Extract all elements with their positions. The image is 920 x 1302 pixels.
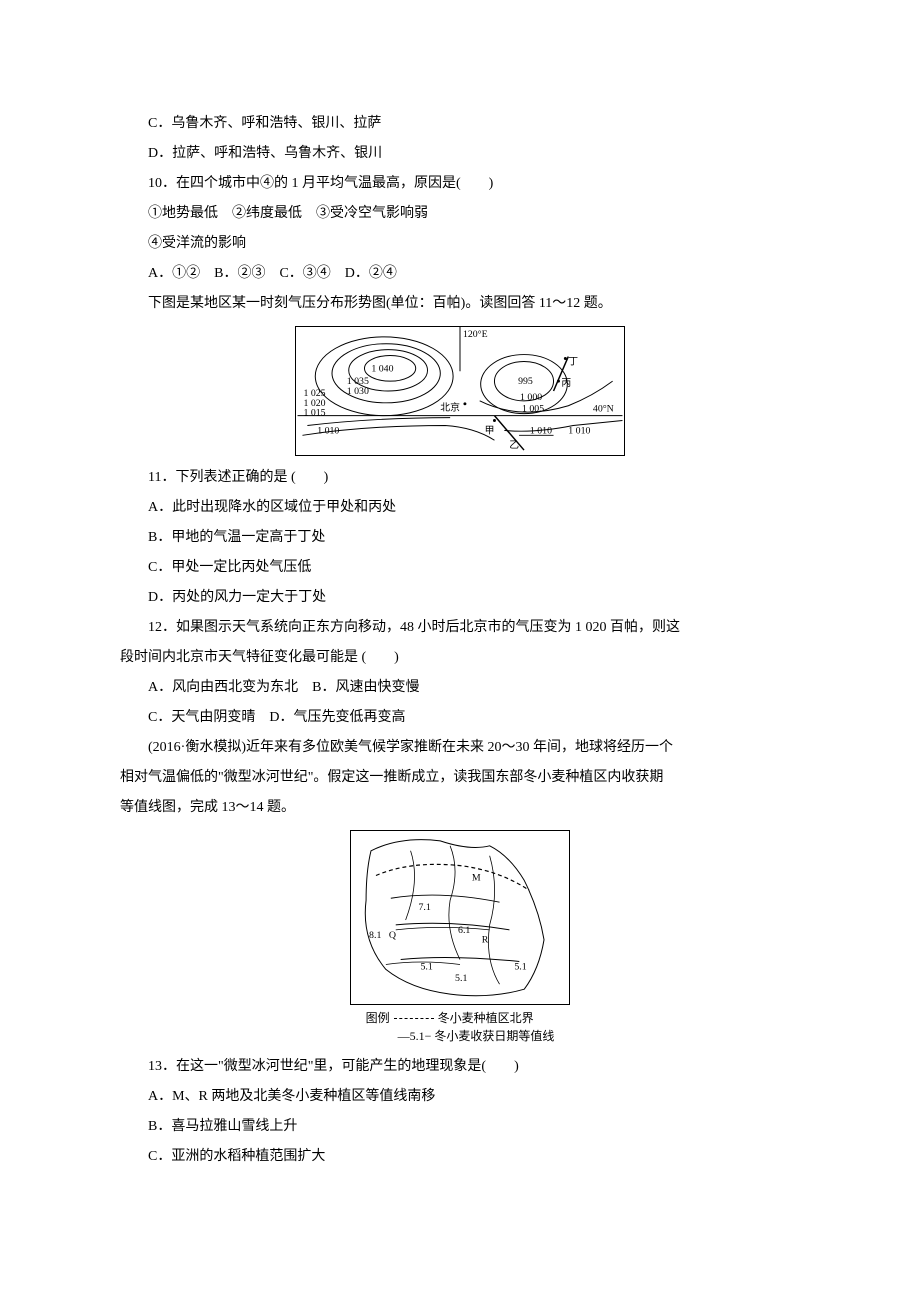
- legend-label: 图例: [366, 1009, 390, 1027]
- pressure-map-figure: 120°E 40°N 1 025 1 020 1 015 1: [120, 326, 800, 456]
- option-c: C．乌鲁木齐、呼和浩特、银川、拉萨: [120, 110, 800, 138]
- v71: 7.1: [418, 902, 430, 913]
- q13-stem: 13．在这一"微型冰河世纪"里，可能产生的地理现象是( ): [120, 1053, 800, 1081]
- R-label: R: [482, 935, 489, 946]
- q13-b: B．喜马拉雅山雪线上升: [120, 1113, 800, 1141]
- wheat-map-svg: M 7.1 8.1 Q 6.1 R 5.1 5.1 5.1: [351, 831, 569, 1004]
- pressure-map-svg: 120°E 40°N 1 025 1 020 1 015 1: [296, 327, 624, 455]
- wheat-map-box: M 7.1 8.1 Q 6.1 R 5.1 5.1 5.1: [350, 830, 570, 1005]
- jia-label: 甲: [485, 425, 495, 436]
- beijing-label: 北京: [440, 401, 460, 414]
- q13-a: A．M、R 两地及北美冬小麦种植区等值线南移: [120, 1083, 800, 1111]
- p1040: 1 040: [371, 363, 393, 374]
- v51a: 5.1: [420, 961, 432, 972]
- p1010b: 1 010: [530, 425, 552, 436]
- yi-label: 乙: [509, 439, 519, 451]
- bing-label: 丙: [561, 378, 571, 389]
- p1015: 1 015: [303, 408, 325, 419]
- q13-c: C．亚洲的水稻种植范围扩大: [120, 1143, 800, 1171]
- pressure-map-box: 120°E 40°N 1 025 1 020 1 015 1: [295, 326, 625, 456]
- p1030: 1 030: [347, 386, 369, 397]
- p1005: 1 005: [522, 404, 544, 415]
- q10-conditions2: ④受洋流的影响: [120, 230, 800, 258]
- q10-options: A．①② B．②③ C．③④ D．②④: [120, 260, 800, 288]
- q11-a: A．此时出现降水的区域位于甲处和丙处: [120, 494, 800, 522]
- q11-b: B．甲地的气温一定高于丁处: [120, 524, 800, 552]
- q10-stem: 10．在四个城市中④的 1 月平均气温最高，原因是( ): [120, 170, 800, 198]
- legend-dash-icon: [394, 1018, 434, 1019]
- q12-stem2: 段时间内北京市天气特征变化最可能是 ( ): [120, 644, 800, 672]
- v51b: 5.1: [455, 973, 467, 984]
- p995: 995: [518, 376, 533, 387]
- p1010a: 1 010: [317, 425, 339, 436]
- v61: 6.1: [458, 925, 470, 936]
- legend1-text: 冬小麦种植区北界: [438, 1009, 534, 1027]
- wheat-map-legend: 图例 冬小麦种植区北界 —5.1− 冬小麦收获日期等值线: [366, 1009, 555, 1045]
- q11-d: D．丙处的风力一定大于丁处: [120, 584, 800, 612]
- M-label: M: [472, 872, 481, 883]
- q11-c: C．甲处一定比丙处气压低: [120, 554, 800, 582]
- ding-label: 丁: [568, 356, 578, 367]
- p1000: 1 000: [520, 392, 542, 403]
- p1010c: 1 010: [568, 425, 590, 436]
- v81: 8.1: [369, 930, 381, 941]
- Q-label: Q: [389, 930, 396, 941]
- q12-stem1: 12．如果图示天气系统向正东方向移动，48 小时后北京市的气压变为 1 020 …: [120, 614, 800, 642]
- fig2-intro1: (2016·衡水模拟)近年来有多位欧美气候学家推断在未来 20～30 年间，地球…: [120, 734, 800, 762]
- q12-line2: C．天气由阴变晴 D．气压先变低再变高: [120, 704, 800, 732]
- q12-line1: A．风向由西北变为东北 B．风速由快变慢: [120, 674, 800, 702]
- option-d: D．拉萨、呼和浩特、乌鲁木齐、银川: [120, 140, 800, 168]
- wheat-map-figure: M 7.1 8.1 Q 6.1 R 5.1 5.1 5.1 图例 冬小麦种植区北…: [120, 830, 800, 1045]
- p1035: 1 035: [347, 376, 369, 387]
- fig1-intro: 下图是某地区某一时刻气压分布形势图(单位：百帕)。读图回答 11～12 题。: [120, 290, 800, 318]
- v51c: 5.1: [514, 961, 526, 972]
- legend2-text: —5.1− 冬小麦收获日期等值线: [398, 1027, 555, 1045]
- fig2-intro2: 相对气温偏低的"微型冰河世纪"。假定这一推断成立，读我国东部冬小麦种植区内收获期: [120, 764, 800, 792]
- lon-label: 120°E: [463, 329, 488, 340]
- q10-conditions: ①地势最低 ②纬度最低 ③受冷空气影响弱: [120, 200, 800, 228]
- lat-label: 40°N: [593, 404, 614, 415]
- q11-stem: 11．下列表述正确的是 ( ): [120, 464, 800, 492]
- fig2-intro3: 等值线图，完成 13～14 题。: [120, 794, 800, 822]
